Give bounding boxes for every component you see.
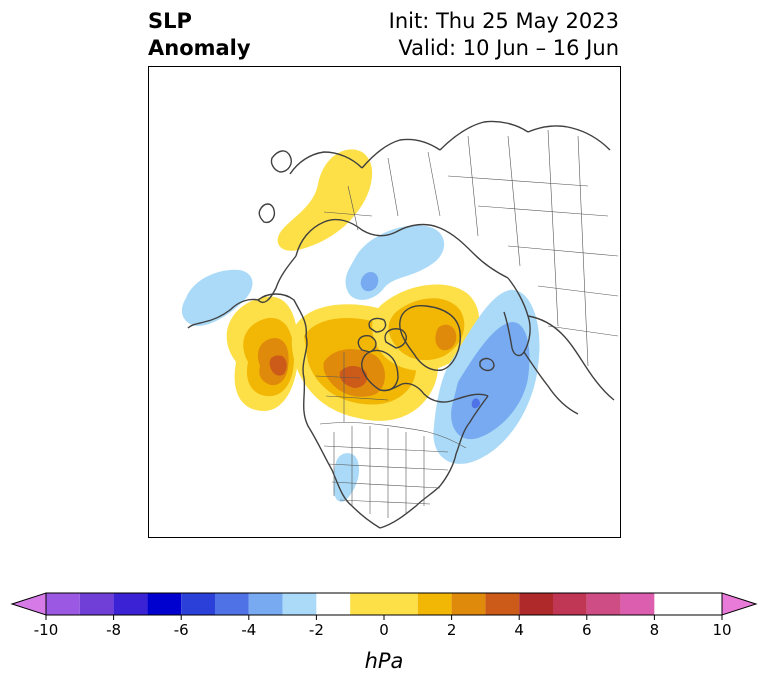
colorbar-box [282,593,317,615]
positive-anomaly-western-canada [291,304,439,421]
colorbar-extend-low [10,592,47,616]
coastlines [187,120,615,529]
colorbar-boxes [10,592,758,616]
title-init: Init: Thu 25 May 2023 [388,9,619,33]
positive-anomaly-greenland-arctic [372,284,480,371]
colorbar-tick-label: -2 [309,621,324,639]
negative-anomaly-barents-sea [345,225,445,300]
colorbar-tick-label: -10 [34,621,59,639]
colorbar-box [620,593,655,615]
slp-anomaly-map [148,66,621,538]
colorbar-box [147,593,182,615]
title-valid: Valid: 10 Jun – 16 Jun [398,36,619,60]
colorbar-box [586,593,621,615]
colorbar-box [248,593,283,615]
positive-anomaly-central-siberia [277,149,373,251]
colorbar-extend-high [721,592,758,616]
title-left: SLP Anomaly [148,8,251,62]
colorbar-box [519,593,553,615]
colorbar-box [46,593,80,615]
colorbar-tick-label: 4 [514,621,524,639]
title-variable: SLP [148,9,192,33]
colorbar-box [417,593,452,615]
colorbar-tick-label: 10 [712,621,731,639]
colorbar-box [316,593,351,615]
colorbar-tick-label: 0 [379,621,389,639]
colorbar-box [350,593,418,615]
colorbar-tick-label: -4 [241,621,256,639]
colorbar-tick-label: 6 [582,621,592,639]
title-anomaly: Anomaly [148,36,251,60]
colorbar-box [553,593,587,615]
colorbar: -10 -8 -6 -4 -2 0 2 4 6 8 10 hPa [10,592,758,673]
colorbar-tick-label: 8 [650,621,660,639]
borders [315,129,619,518]
colorbar-box [113,593,148,615]
colorbar-box [215,593,249,615]
colorbar-unit-label: hPa [365,649,404,673]
colorbar-tick-label: -8 [106,621,121,639]
title-right: Init: Thu 25 May 2023 Valid: 10 Jun – 16… [389,8,619,62]
negative-anomaly-north-atlantic [433,289,540,464]
positive-anomaly-gulf-of-alaska [226,296,299,411]
colorbar-ticks: -10 -8 -6 -4 -2 0 2 4 6 8 10 [34,615,732,639]
colorbar-box [654,593,689,615]
colorbar-box [79,593,114,615]
colorbar-box [181,593,215,615]
colorbar-box [485,593,520,615]
colorbar-box [688,593,722,615]
colorbar-tick-label: 2 [447,621,457,639]
colorbar-tick-label: -6 [174,621,189,639]
anomaly-shading [181,149,540,502]
colorbar-box [451,593,486,615]
negative-anomaly-bering-sea [181,269,253,326]
